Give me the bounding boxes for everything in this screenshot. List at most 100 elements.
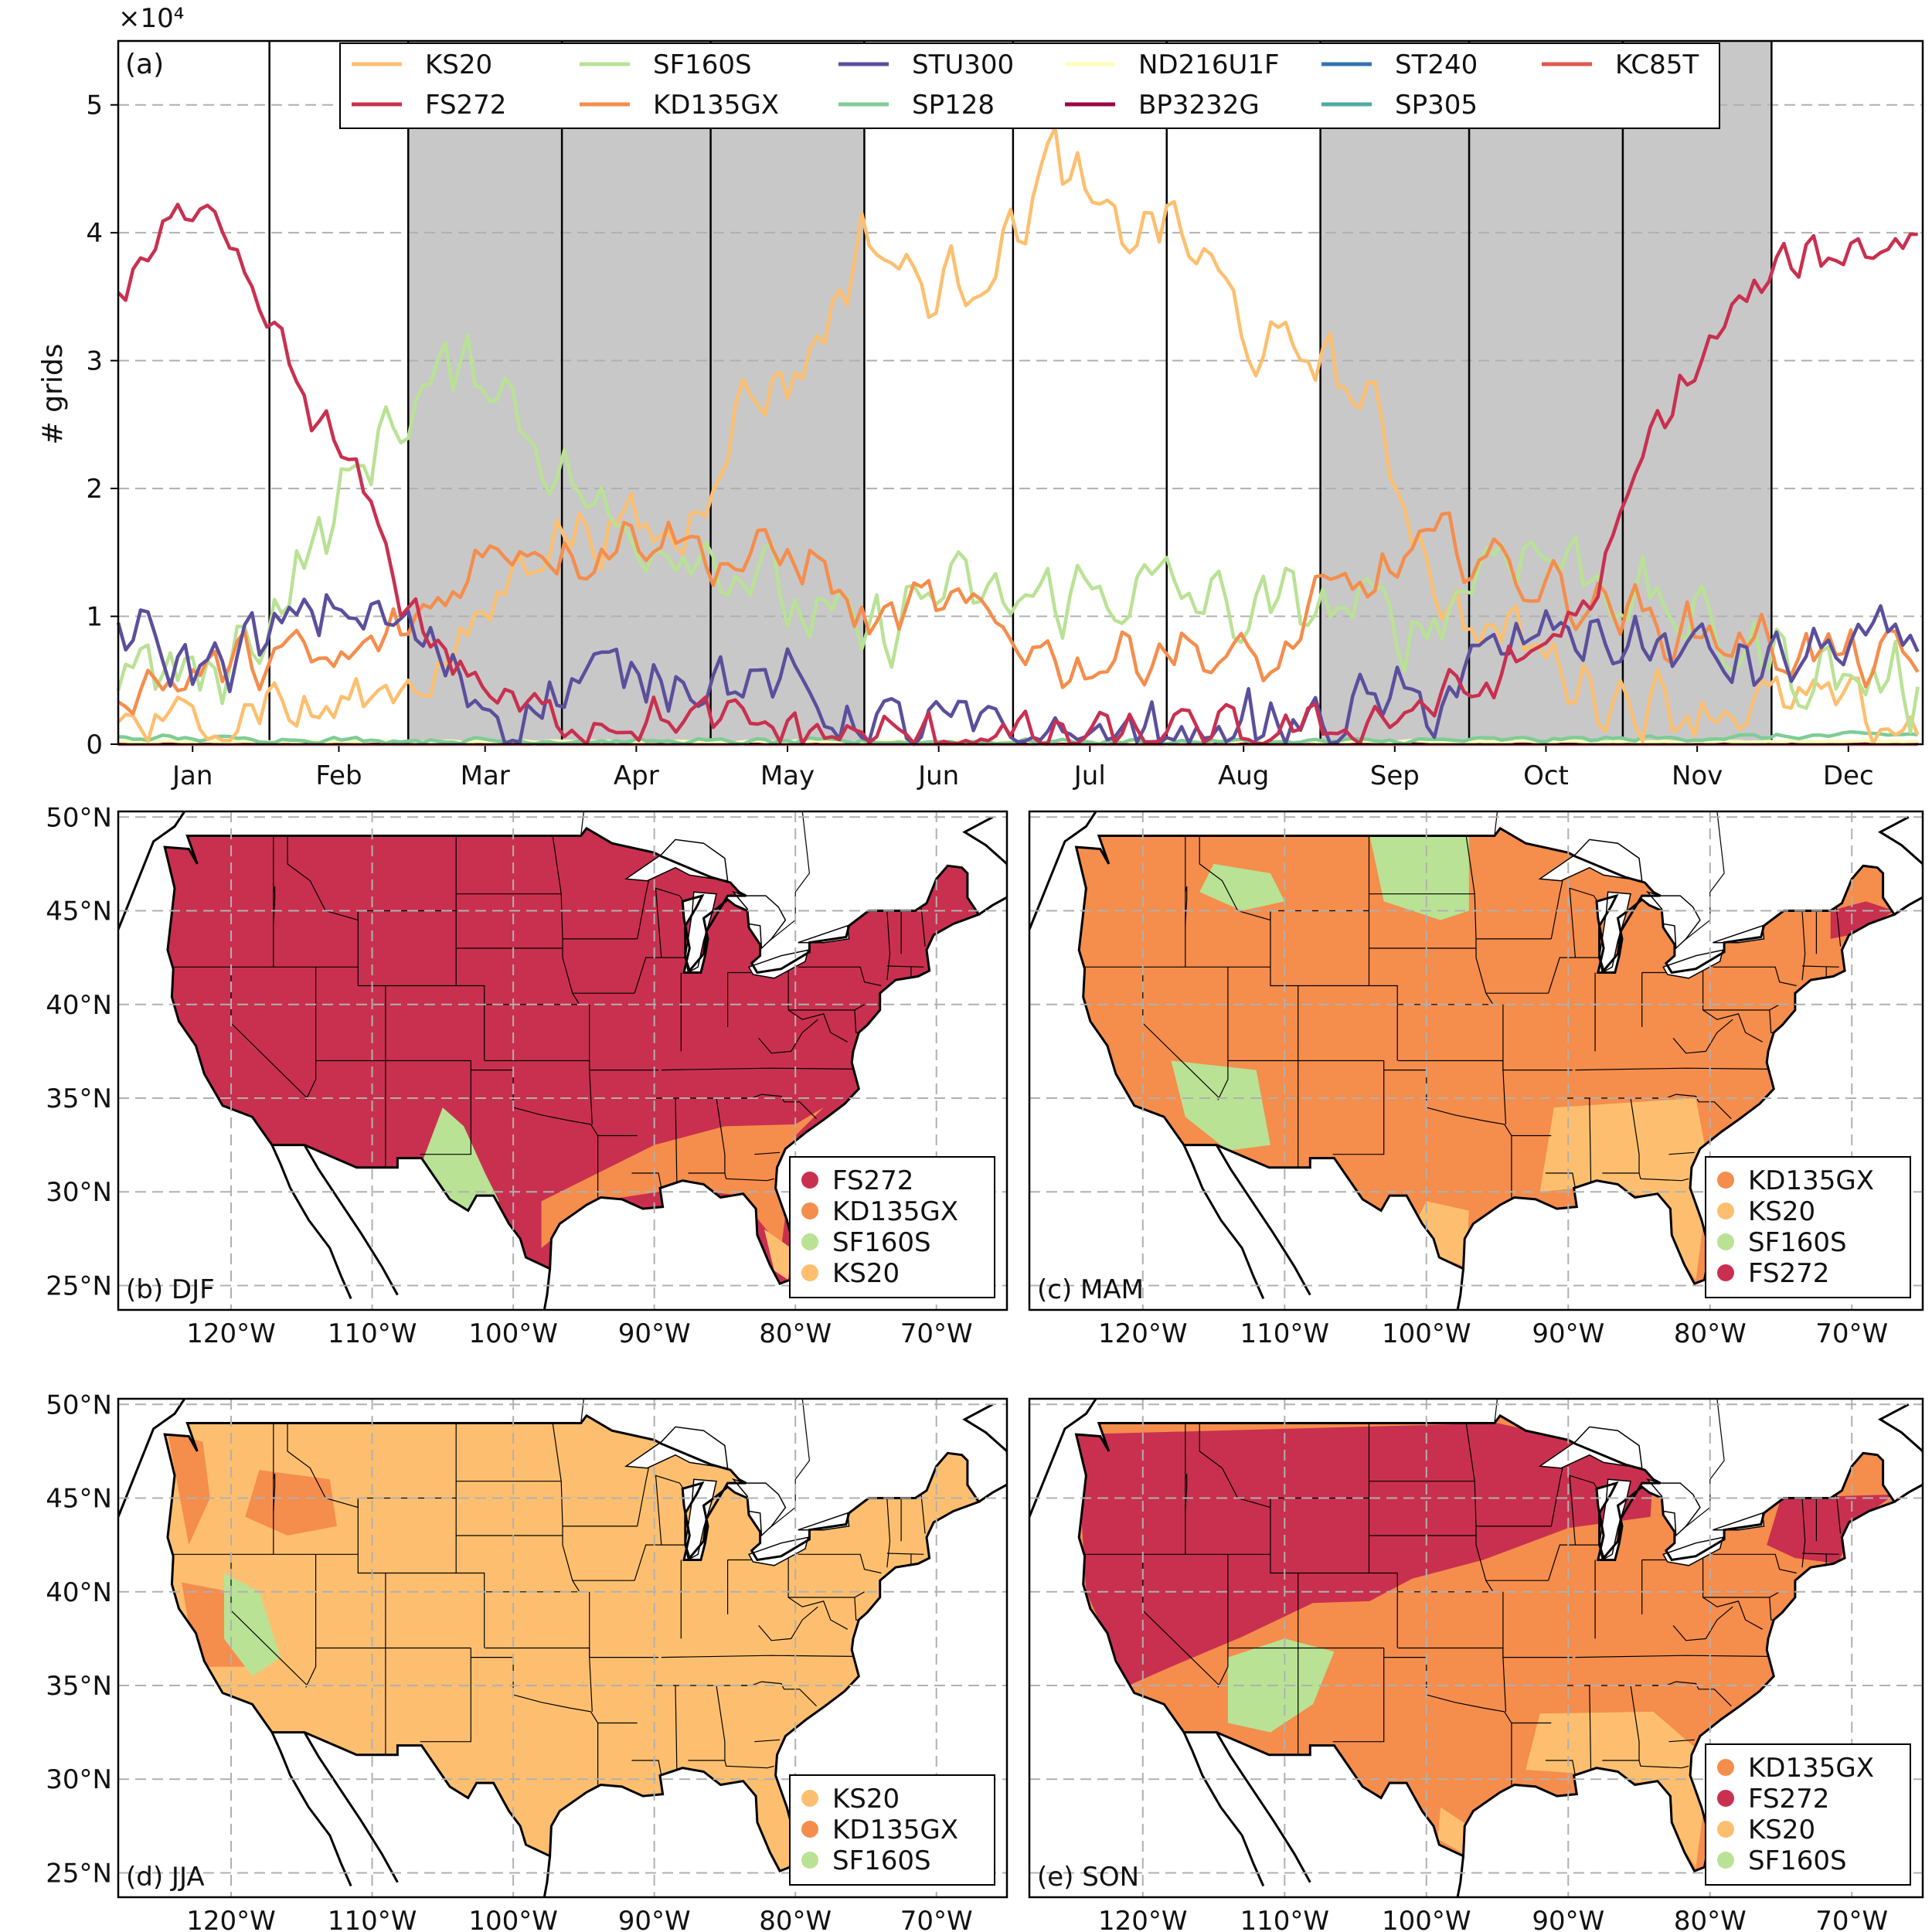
- coastline-canada: [962, 1403, 1007, 1503]
- map-content: [118, 1399, 1007, 1897]
- map-legend-label-kd135gx: KD135GX: [832, 1815, 958, 1845]
- x-tick-label: Sep: [1370, 760, 1420, 791]
- state-border: [1185, 886, 1188, 924]
- lat-tick-label: 40°N: [46, 1577, 112, 1608]
- region-kd135gx: [245, 1470, 337, 1536]
- state-border: [589, 1657, 593, 1712]
- border-line: [1674, 811, 1725, 949]
- coastline-gulf: [1456, 1268, 1464, 1310]
- coastline-baja: [1182, 1731, 1265, 1887]
- legend-label-nd216u1f: ND216U1F: [1138, 49, 1280, 80]
- map-legend-label-fs272: FS272: [1748, 1258, 1829, 1289]
- state-border: [920, 1492, 926, 1534]
- lon-tick-label: 80°W: [1674, 1318, 1747, 1349]
- shaded-season-oct: [1469, 41, 1623, 744]
- y-offset-label: ×10⁴: [118, 3, 184, 34]
- state-border: [1668, 1151, 1695, 1155]
- state-border: [1589, 1685, 1592, 1772]
- y-tick-label: 0: [86, 730, 103, 760]
- coastline-conus: [163, 1413, 981, 1872]
- shaded-season-apr: [562, 41, 711, 744]
- map-legend-label-sf160s: SF160S: [1748, 1845, 1847, 1876]
- lat-tick-label: 30°N: [46, 1764, 112, 1795]
- state-border: [1332, 1648, 1385, 1743]
- map-panel-label: (c) MAM: [1037, 1274, 1144, 1305]
- region-sf160s: [1369, 835, 1469, 920]
- border-line: [1494, 811, 1498, 836]
- state-border: [724, 1172, 774, 1182]
- state-border: [1713, 966, 1797, 987]
- lon-tick-label: 80°W: [1674, 1906, 1747, 1932]
- border-line: [1494, 1399, 1498, 1423]
- lon-tick-label: 110°W: [1240, 1318, 1330, 1349]
- map-legend-marker-fs272: [1717, 1264, 1734, 1281]
- state-border: [1702, 967, 1780, 1011]
- map-legend-marker-ks20: [1717, 1202, 1734, 1219]
- map-legend-label-kd135gx: KD135GX: [1748, 1165, 1874, 1196]
- state-border: [357, 910, 457, 987]
- border-line: [580, 811, 584, 836]
- map-legend-box: [789, 1774, 995, 1886]
- state-border: [455, 1423, 485, 1648]
- state-border: [1638, 1760, 1689, 1769]
- map-panel-label: (e) SON: [1037, 1862, 1139, 1893]
- x-tick-label: Feb: [315, 760, 362, 791]
- state-border: [1575, 1655, 1769, 1658]
- state-border: [1672, 1019, 1733, 1054]
- y-tick-label: 1: [86, 602, 103, 633]
- map-legend-label-sf160s: SF160S: [832, 1227, 931, 1258]
- coastline-canada: [962, 815, 1007, 916]
- map-legend-marker-sf160s: [801, 1852, 818, 1869]
- state-border: [675, 1097, 678, 1185]
- state-border: [1548, 1544, 1600, 1581]
- region-sf160s: [1199, 863, 1285, 911]
- lon-tick-label: 70°W: [1815, 1318, 1888, 1349]
- x-tick-label: Aug: [1218, 760, 1269, 791]
- map-legend-box: [1705, 1156, 1911, 1298]
- region-ks20: [764, 1229, 791, 1281]
- state-border: [1638, 1172, 1689, 1182]
- y-tick-label: 3: [86, 346, 103, 377]
- lat-tick-label: 35°N: [46, 1671, 112, 1702]
- lat-tick-label: 35°N: [46, 1083, 112, 1114]
- lon-tick-label: 120°W: [1098, 1906, 1188, 1932]
- lon-tick-label: 80°W: [759, 1318, 832, 1349]
- state-border: [886, 965, 924, 968]
- lon-tick-label: 90°W: [1532, 1906, 1604, 1932]
- map-legend-marker-kd135gx: [1717, 1172, 1734, 1189]
- state-border: [634, 957, 685, 994]
- state-border: [1368, 1423, 1398, 1648]
- class-regions: [167, 1423, 926, 1785]
- map-content: [118, 811, 1007, 1310]
- legend-label-st240: ST240: [1395, 49, 1478, 80]
- lon-tick-label: 120°W: [186, 1906, 276, 1932]
- state-border: [661, 1655, 854, 1658]
- state-border: [1589, 1097, 1592, 1185]
- state-border: [798, 1553, 882, 1574]
- plot-frame: [117, 39, 1924, 746]
- map-legend-label-ks20: KS20: [832, 1258, 900, 1289]
- state-border: [1545, 1760, 1576, 1776]
- map-legend-label-ks20: KS20: [1748, 1196, 1815, 1227]
- map-legend-box: [789, 1156, 995, 1298]
- map-panel-jja: 50°N 45°N 40°N 35°N 30°N 25°N 120°W 110°W 100°W 9…: [46, 1389, 1009, 1932]
- state-border: [1217, 1554, 1229, 1688]
- y-tick-label: 4: [86, 218, 103, 249]
- lon-tick-label: 100°W: [468, 1906, 558, 1932]
- coastline: [118, 1399, 186, 1518]
- map-content: [1029, 1399, 1923, 1897]
- map-legend-marker-ks20: [801, 1264, 818, 1281]
- map-frame: [117, 1397, 1009, 1899]
- map-panel-son: 120°W 110°W 100°W 90°W 80°W 70°W (e) SON KD135G…: [1028, 1397, 1924, 1932]
- map-legend-marker-kd135gx: [1717, 1759, 1734, 1776]
- state-border: [1270, 1498, 1369, 1574]
- series-line-stu300: [116, 593, 1920, 747]
- y-tick-label: 5: [86, 90, 103, 121]
- map-legend-label-kd135gx: KD135GX: [1748, 1753, 1874, 1784]
- state-border: [1672, 1606, 1733, 1641]
- map-frame: [1028, 1397, 1924, 1899]
- state-border: [886, 1498, 891, 1568]
- state-border: [1465, 835, 1494, 1005]
- region-sf160s: [1171, 1060, 1270, 1151]
- great-lake: [1538, 1426, 1643, 1469]
